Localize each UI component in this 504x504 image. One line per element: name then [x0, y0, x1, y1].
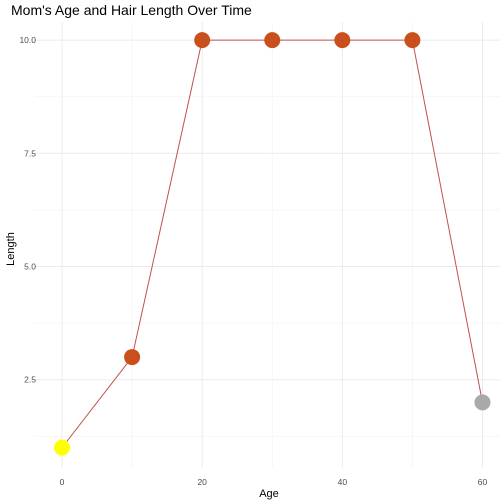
major-gridlines [34, 22, 500, 468]
data-point [334, 32, 351, 49]
y-tick-labels: 2.5 5.0 7.5 10.0 [19, 35, 36, 385]
data-point [474, 394, 491, 411]
y-tick-label: 10.0 [19, 35, 36, 45]
y-axis-label: Length [5, 232, 17, 266]
x-axis-label: Age [259, 488, 279, 500]
data-point [404, 32, 421, 49]
x-tick-label: 60 [478, 477, 488, 487]
minor-gridlines [34, 22, 500, 468]
x-tick-labels: 0 20 40 60 [60, 477, 488, 487]
points-layer [54, 32, 491, 456]
y-tick-label: 2.5 [24, 375, 36, 385]
data-point [124, 349, 141, 366]
data-point [54, 439, 71, 456]
x-tick-label: 20 [197, 477, 207, 487]
x-tick-label: 0 [60, 477, 65, 487]
chart-title: Mom's Age and Hair Length Over Time [11, 2, 252, 18]
x-tick-label: 40 [338, 477, 348, 487]
data-point [194, 32, 211, 49]
y-tick-label: 7.5 [24, 148, 36, 158]
y-tick-label: 5.0 [24, 262, 36, 272]
data-point [264, 32, 281, 49]
